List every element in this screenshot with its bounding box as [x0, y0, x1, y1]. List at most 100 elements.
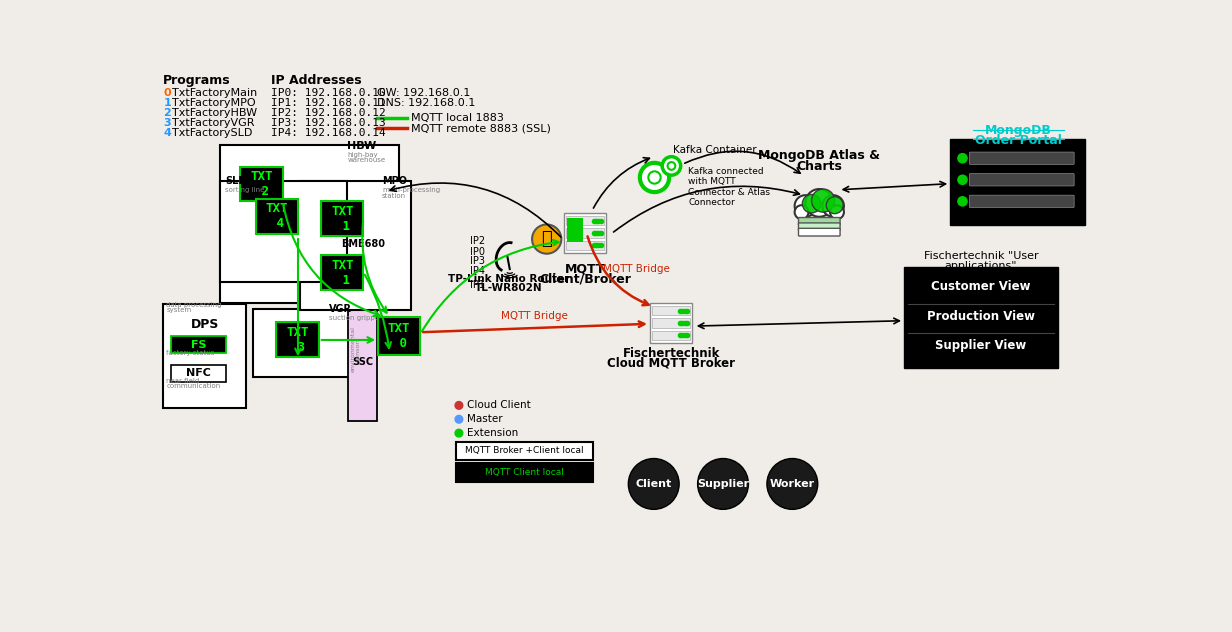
Text: communication: communication [166, 384, 221, 389]
Bar [163, 304, 246, 408]
Bar [254, 309, 373, 377]
Circle shape [639, 163, 669, 192]
Text: factory status: factory status [166, 349, 214, 356]
Text: Kafka connected
with MQTT
Connector & Atlas
Connector: Kafka connected with MQTT Connector & At… [689, 167, 770, 207]
Bar [322, 202, 363, 236]
Circle shape [795, 195, 817, 217]
Bar [565, 216, 604, 225]
Text: MongoDB Atlas &: MongoDB Atlas & [758, 149, 881, 162]
Circle shape [648, 171, 660, 184]
Text: 🐝: 🐝 [541, 230, 552, 248]
Bar [171, 336, 227, 353]
Text: TXT
 0: TXT 0 [388, 322, 410, 350]
Text: MQTT Bridge: MQTT Bridge [501, 311, 568, 320]
Bar [456, 442, 593, 460]
Text: HBW: HBW [347, 141, 377, 151]
Bar [650, 303, 692, 343]
Circle shape [958, 197, 967, 206]
Text: TXT
 1: TXT 1 [331, 205, 354, 233]
Text: IP2: 192.168.0.12: IP2: 192.168.0.12 [271, 108, 386, 118]
Bar [652, 306, 690, 315]
Text: 0: 0 [163, 88, 171, 98]
Text: Extension: Extension [467, 428, 517, 438]
Bar [171, 365, 227, 382]
Text: FS: FS [191, 339, 207, 349]
Bar [349, 304, 377, 421]
Circle shape [823, 195, 844, 217]
Circle shape [766, 459, 818, 509]
Text: MQTT remote 8883 (SSL): MQTT remote 8883 (SSL) [411, 123, 551, 133]
Text: Production View: Production View [926, 310, 1035, 322]
FancyBboxPatch shape [970, 152, 1074, 164]
Text: IP4: 192.168.0.14: IP4: 192.168.0.14 [271, 128, 386, 138]
FancyBboxPatch shape [798, 223, 840, 231]
Text: SSC: SSC [352, 357, 373, 367]
Text: station: station [382, 193, 407, 198]
Text: Client/Broker: Client/Broker [540, 272, 631, 285]
Text: high-bay: high-bay [347, 152, 378, 158]
Text: MQTT Broker +Client local: MQTT Broker +Client local [464, 446, 584, 455]
Text: IP0: IP0 [471, 247, 485, 257]
Text: Cloud Client: Cloud Client [467, 401, 530, 410]
FancyBboxPatch shape [970, 174, 1074, 186]
Text: applications": applications" [945, 260, 1018, 270]
Bar [322, 255, 363, 290]
Text: IP1: IP1 [471, 279, 485, 289]
Text: IP3: 192.168.0.13: IP3: 192.168.0.13 [271, 118, 386, 128]
Bar [276, 322, 319, 357]
Text: NFC: NFC [186, 368, 211, 378]
Text: TXT
 2: TXT 2 [250, 170, 272, 198]
Text: Fischertechnik "User: Fischertechnik "User [924, 252, 1039, 262]
Text: DPS: DPS [191, 318, 219, 331]
Text: MQTT Bridge: MQTT Bridge [602, 265, 669, 274]
Circle shape [668, 162, 675, 170]
Text: Supplier: Supplier [697, 479, 749, 489]
Text: TXT
 4: TXT 4 [266, 202, 288, 231]
Bar [565, 241, 604, 250]
Bar [652, 319, 690, 327]
Circle shape [806, 189, 833, 217]
Text: TxtFactoryVGR: TxtFactoryVGR [172, 118, 255, 128]
FancyBboxPatch shape [970, 195, 1074, 207]
Text: suction gripper: suction gripper [329, 315, 382, 321]
Text: near field: near field [166, 378, 200, 384]
Text: 2: 2 [163, 108, 171, 118]
Circle shape [958, 154, 967, 163]
Circle shape [532, 224, 562, 253]
Text: sorting line: sorting line [225, 187, 264, 193]
Bar [652, 331, 690, 340]
Text: TxtFactoryMain: TxtFactoryMain [172, 88, 257, 98]
Text: IP4: IP4 [471, 267, 485, 277]
Text: Charts: Charts [796, 160, 843, 173]
Bar [240, 167, 282, 202]
Text: TL-WR802N: TL-WR802N [476, 283, 543, 293]
Circle shape [455, 429, 463, 437]
Text: Programs: Programs [163, 73, 230, 87]
Circle shape [455, 401, 463, 410]
Bar [950, 139, 1085, 225]
Bar [568, 217, 583, 242]
Text: MPO: MPO [382, 176, 407, 186]
Text: IP Addresses: IP Addresses [271, 73, 362, 87]
Text: Cloud MQTT Broker: Cloud MQTT Broker [607, 356, 736, 369]
Circle shape [795, 205, 808, 219]
Text: MQTT: MQTT [565, 263, 605, 276]
FancyBboxPatch shape [798, 217, 840, 225]
Bar [378, 317, 420, 355]
Circle shape [827, 197, 843, 214]
Text: TxtFactorySLD: TxtFactorySLD [172, 128, 253, 138]
Text: IP1: 192.168.0.11: IP1: 192.168.0.11 [271, 98, 386, 108]
Circle shape [958, 175, 967, 185]
Circle shape [663, 157, 681, 175]
Text: multi-processing: multi-processing [382, 187, 440, 193]
Text: TXT
 3: TXT 3 [286, 325, 309, 353]
Text: MQTT Client local: MQTT Client local [485, 468, 564, 477]
Text: TxtFactoryHBW: TxtFactoryHBW [172, 108, 257, 118]
Text: Customer View: Customer View [931, 281, 1031, 293]
Circle shape [628, 459, 679, 509]
Text: 1: 1 [163, 98, 171, 108]
Bar [221, 145, 399, 303]
Circle shape [455, 415, 463, 423]
Text: Kafka Container: Kafka Container [673, 145, 756, 155]
Text: 4: 4 [163, 128, 171, 138]
